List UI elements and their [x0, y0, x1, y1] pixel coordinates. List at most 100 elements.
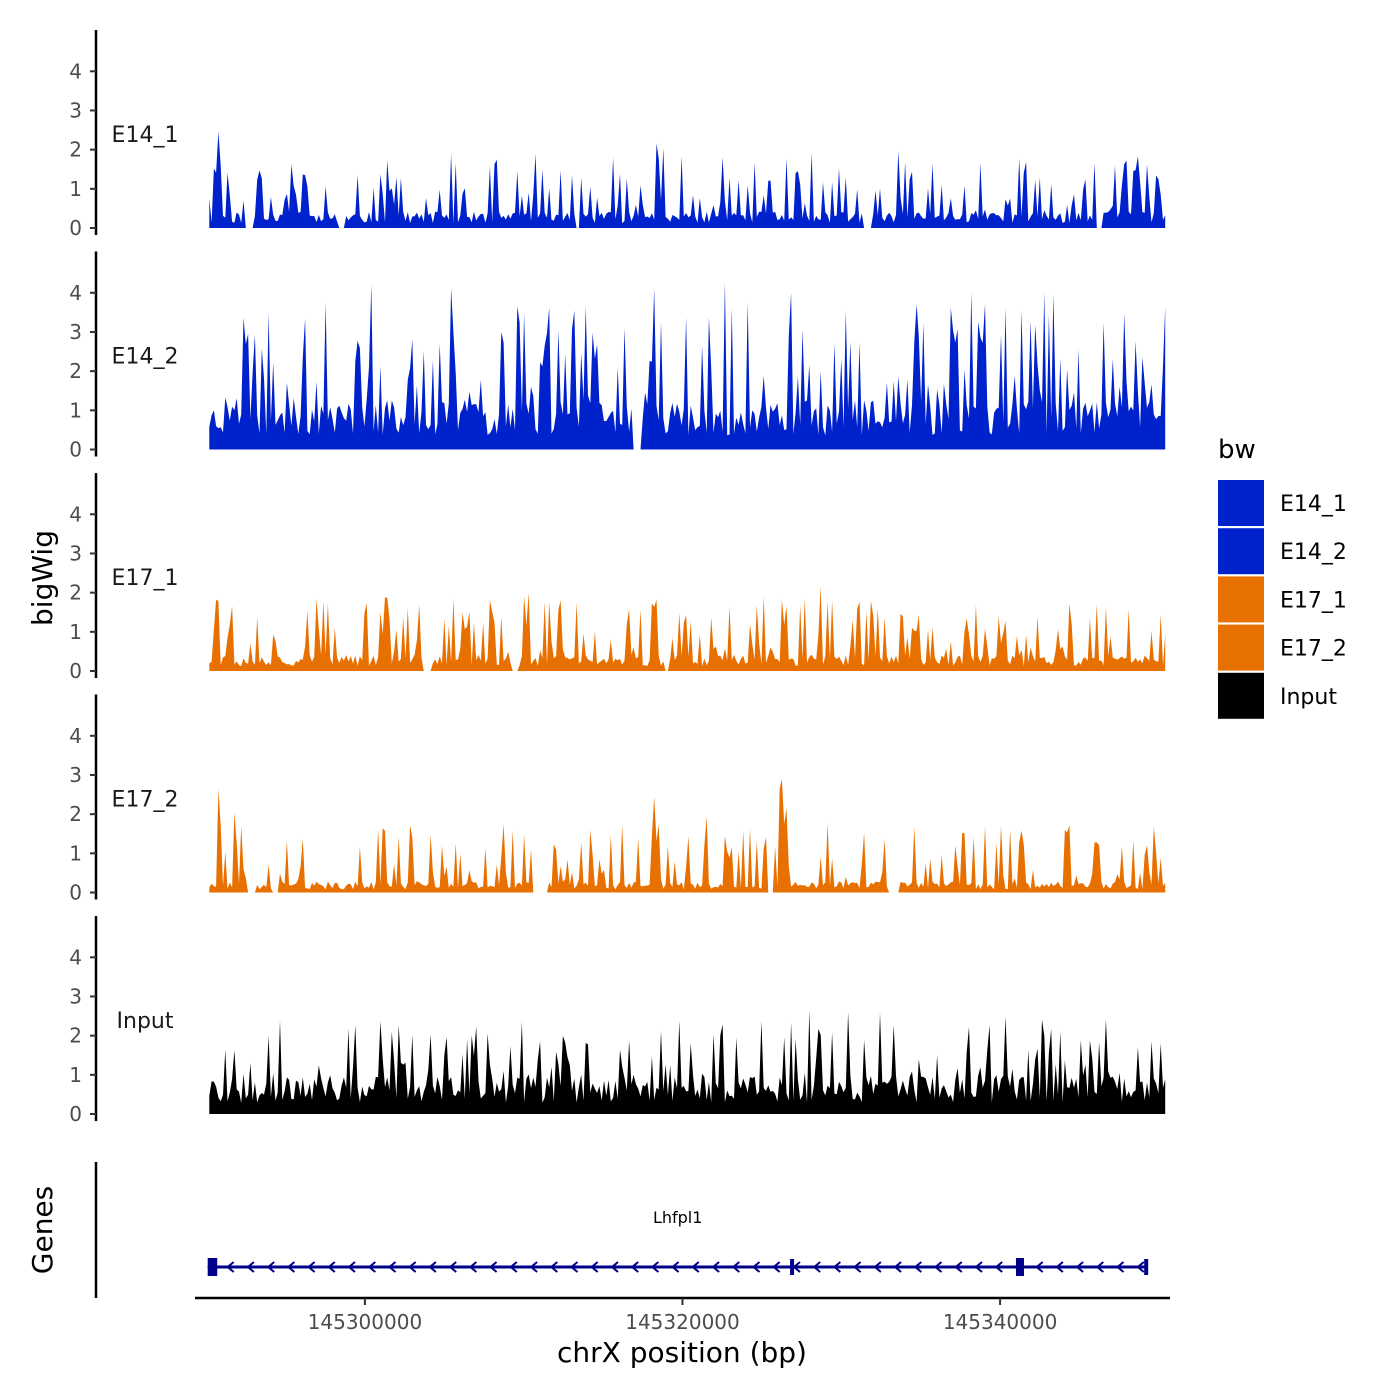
- strand-arrow: [751, 1261, 761, 1273]
- strand-arrow: [569, 1261, 579, 1273]
- signal-area-E14_1: [209, 131, 1166, 228]
- strand-arrow: [853, 1261, 862, 1273]
- legend-label: E14_1: [1280, 492, 1347, 517]
- x-tick-label: 145300000: [308, 1310, 423, 1334]
- y-tick-label: 4: [69, 281, 82, 305]
- gene-label: Lhfpl1: [653, 1208, 702, 1227]
- track-E17_1: 0 1 2 3 4 E17_1: [69, 473, 1166, 683]
- strand-arrow: [610, 1261, 619, 1273]
- strand-arrow: [408, 1261, 417, 1273]
- strand-arrow: [307, 1261, 316, 1273]
- strand-arrow: [893, 1261, 902, 1273]
- strand-arrow: [873, 1261, 882, 1273]
- y-tick-label: 4: [69, 502, 82, 526]
- strand-arrow: [1035, 1261, 1044, 1273]
- strand-arrow: [347, 1261, 356, 1273]
- strand-arrow: [731, 1261, 740, 1273]
- strand-arrow: [974, 1261, 983, 1273]
- y-tick-label: 1: [69, 841, 82, 865]
- y-tick-label: 3: [69, 541, 82, 565]
- strand-arrow: [1136, 1261, 1145, 1273]
- y-tick-label: 3: [69, 320, 82, 344]
- strand-arrow: [246, 1261, 255, 1273]
- y-tick-label: 1: [69, 1063, 82, 1087]
- legend-label: E14_2: [1280, 540, 1347, 565]
- legend-title: bw: [1218, 435, 1256, 465]
- y-axis-title: bigWig: [26, 530, 59, 626]
- gene-exon: [1015, 1258, 1024, 1276]
- gene-exon-small: [790, 1259, 795, 1275]
- legend-label: E17_1: [1280, 588, 1347, 613]
- strand-arrow: [671, 1261, 680, 1273]
- y-tick-label: 0: [69, 659, 82, 683]
- strand-arrow: [1075, 1261, 1084, 1273]
- strand-arrow: [266, 1261, 275, 1273]
- y-tick-label: 2: [69, 138, 82, 162]
- x-tick-label: 145340000: [943, 1310, 1058, 1334]
- y-tick-label: 4: [69, 945, 82, 969]
- y-tick-label: 3: [69, 984, 82, 1008]
- strand-arrow: [691, 1261, 700, 1273]
- track-E14_1: 0 1 2 3 4 E14_1: [69, 30, 1166, 240]
- strand-arrow: [529, 1261, 538, 1273]
- gene-exon-small: [1144, 1259, 1149, 1275]
- strand-arrow: [549, 1261, 558, 1273]
- genes-axis-title: Genes: [26, 1186, 59, 1274]
- strand-arrow: [226, 1261, 235, 1273]
- strand-arrow: [448, 1261, 457, 1273]
- y-tick-label: 0: [69, 216, 82, 240]
- legend: bw E14_1 E14_2 E17_1 E17_2 Input: [1218, 435, 1347, 719]
- track-label: E14_2: [112, 345, 179, 370]
- y-tick-label: 0: [69, 438, 82, 462]
- track-label: E17_2: [112, 788, 179, 813]
- strand-arrow: [994, 1261, 1003, 1273]
- track-label: E17_1: [112, 566, 179, 591]
- strand-arrow: [327, 1261, 336, 1273]
- track-Input: 0 1 2 3 4 Input: [69, 916, 1166, 1126]
- y-tick-label: 4: [69, 59, 82, 83]
- strand-arrow: [772, 1261, 781, 1273]
- legend-swatch-E14_1: [1218, 480, 1264, 526]
- signal-tracks: 0 1 2 3 4 E14_1 0 1 2 3 4 E14_2 0 1 2 3 4 E17_1 0 1 2 3 4 E17_2…: [69, 30, 1166, 1126]
- y-tick-label: 3: [69, 98, 82, 122]
- strand-arrow: [387, 1261, 397, 1273]
- strand-arrow: [913, 1261, 922, 1273]
- strand-arrow: [650, 1261, 660, 1273]
- strand-arrow: [367, 1261, 376, 1273]
- strand-arrow: [630, 1261, 639, 1273]
- legend-swatch-E17_1: [1218, 576, 1264, 623]
- track-E14_2: 0 1 2 3 4 E14_2: [69, 251, 1166, 462]
- gene-exon: [207, 1258, 218, 1276]
- strand-arrow: [468, 1261, 478, 1273]
- y-tick-label: 4: [69, 724, 82, 748]
- y-tick-label: 1: [69, 398, 82, 422]
- strand-arrow: [428, 1261, 437, 1273]
- y-tick-label: 2: [69, 1024, 82, 1048]
- y-tick-label: 2: [69, 359, 82, 383]
- track-E17_2: 0 1 2 3 4 E17_2: [69, 694, 1166, 905]
- strand-arrow: [832, 1261, 842, 1273]
- y-tick-label: 0: [69, 881, 82, 905]
- legend-swatch-Input: [1218, 672, 1264, 719]
- strand-arrow: [509, 1261, 518, 1273]
- strand-arrow: [1115, 1261, 1125, 1273]
- strand-arrow: [489, 1261, 498, 1273]
- track-label: E14_1: [112, 123, 179, 148]
- track-label: Input: [117, 1009, 174, 1034]
- x-tick-label: 145320000: [625, 1310, 740, 1334]
- x-axis-title: chrX position (bp): [557, 1336, 807, 1369]
- legend-swatch-E17_2: [1218, 624, 1264, 671]
- strand-arrow: [590, 1261, 599, 1273]
- y-tick-label: 1: [69, 620, 82, 644]
- y-tick-label: 3: [69, 763, 82, 787]
- strand-arrow: [954, 1261, 963, 1273]
- legend-label: E17_2: [1280, 637, 1347, 662]
- strand-arrow: [1095, 1261, 1104, 1273]
- legend-swatch-E14_2: [1218, 528, 1264, 575]
- legend-label: Input: [1280, 685, 1337, 710]
- strand-arrow: [933, 1261, 943, 1273]
- signal-area-E17_2: [209, 779, 1166, 893]
- strand-arrow: [711, 1261, 720, 1273]
- signal-area-E14_2: [209, 281, 1166, 450]
